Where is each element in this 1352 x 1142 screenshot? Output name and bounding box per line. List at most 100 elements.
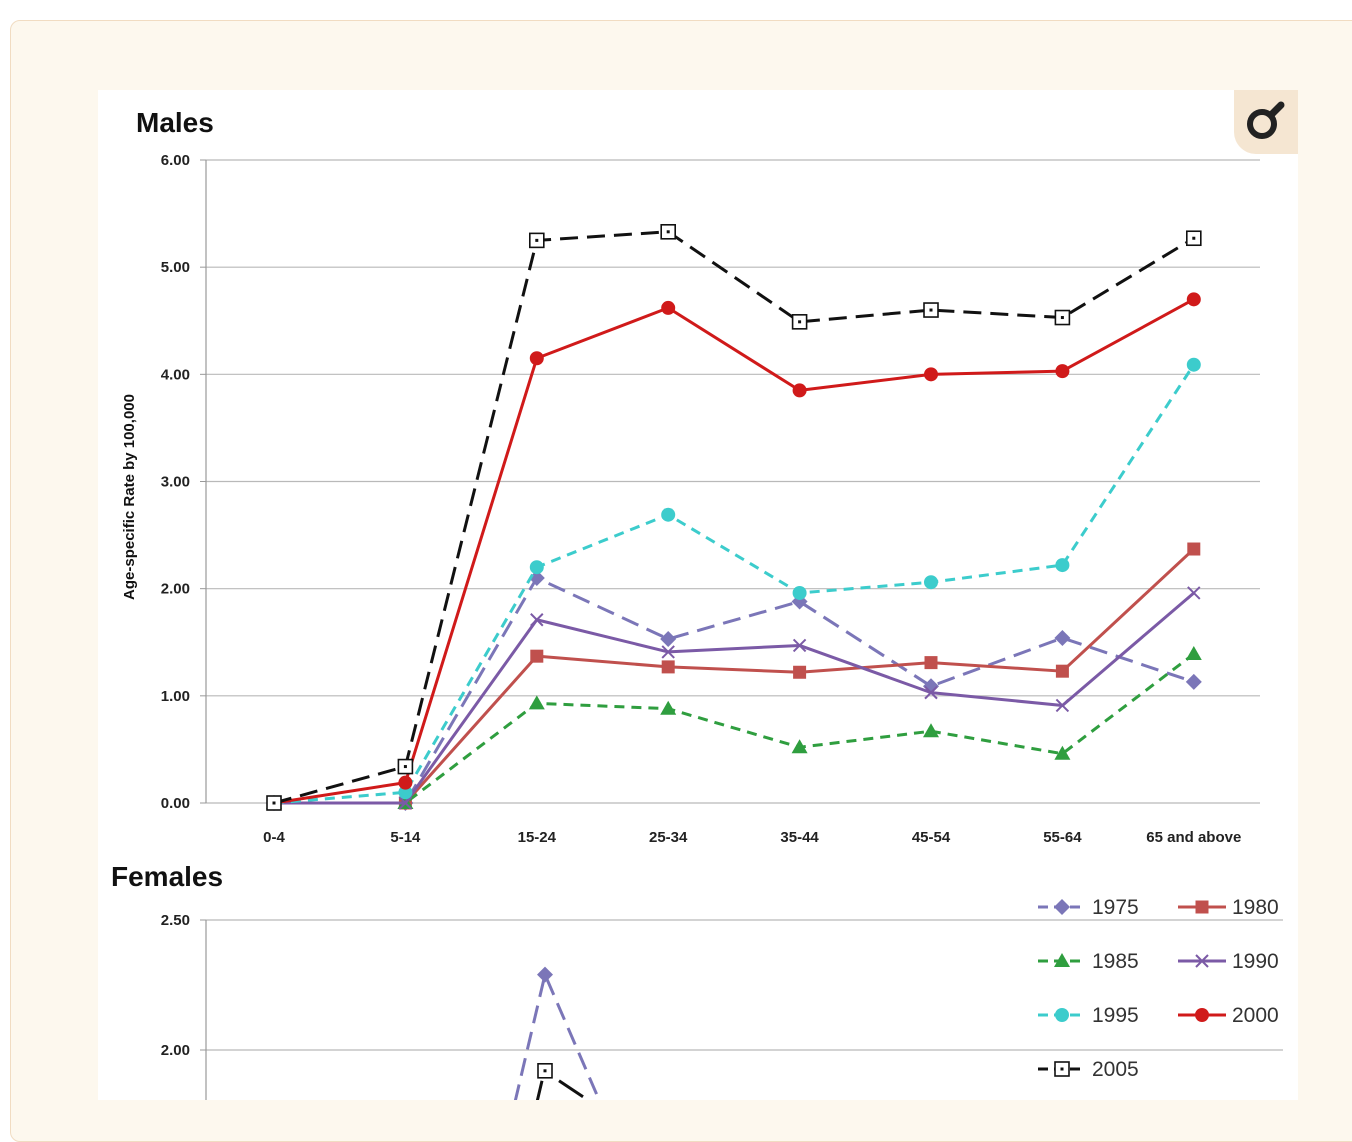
legend-label: 1985 [1092, 950, 1139, 973]
males-line-2000 [273, 298, 1195, 805]
males-title: Males [136, 107, 214, 138]
males-point-2005 [1186, 230, 1202, 247]
males-point-2000 [1186, 292, 1201, 307]
males-y-tick-label: 5.00 [161, 259, 190, 276]
males-point-1990 [398, 796, 413, 810]
legend-label: 1980 [1232, 896, 1279, 919]
males-point-1995 [661, 507, 676, 522]
magnify-icon [1247, 101, 1285, 139]
males-point-1980 [1055, 664, 1069, 678]
males-point-1985 [791, 739, 808, 754]
males-y-tick-label: 4.00 [161, 366, 190, 383]
males-point-2005 [528, 232, 545, 249]
males-series-2005 [266, 224, 1202, 811]
males-x-tick-label: 5-14 [390, 829, 421, 846]
males-point-2000 [661, 300, 676, 315]
males-y-axis-label: Age-specific Rate by 100,000 [121, 394, 138, 600]
males-y-tick-label: 2.00 [161, 581, 190, 598]
males-point-1990 [661, 645, 675, 659]
males-point-2005 [1054, 309, 1071, 326]
males-series-2000 [267, 292, 1201, 810]
males-point-1975 [660, 631, 677, 648]
males-x-tick-label: 0-4 [263, 829, 285, 846]
legend-item-2000: 2000 [1178, 1004, 1279, 1027]
males-line-1975 [274, 576, 1195, 805]
legend-marker [1195, 954, 1209, 968]
legend-label: 2005 [1092, 1058, 1139, 1081]
legend-marker [1195, 1008, 1209, 1022]
males-point-1990 [924, 685, 938, 700]
males-point-1980 [1187, 542, 1201, 556]
legend-marker [1055, 1008, 1069, 1022]
males-point-1985 [528, 695, 545, 710]
males-line-2005 [273, 230, 1195, 805]
males-point-1980 [924, 656, 938, 670]
males-point-2005 [791, 314, 808, 330]
males-point-2005 [923, 302, 939, 318]
males-point-2000 [792, 383, 807, 398]
males-point-2000 [398, 775, 413, 790]
males-point-1995 [529, 560, 544, 575]
males-y-tick-label: 3.00 [161, 474, 190, 491]
males-point-1975 [528, 569, 545, 586]
males-point-1995 [924, 575, 938, 590]
males-point-2000 [529, 351, 544, 366]
females-panel: Females 2.00 2.50 [111, 861, 1283, 1100]
females-line-2005 [558, 1079, 584, 1099]
males-x-tick-label: 55-64 [1043, 829, 1082, 846]
males-point-1975 [1185, 673, 1202, 690]
males-point-2005 [397, 758, 414, 775]
males-point-1980 [793, 665, 807, 679]
males-x-tick-label: 25-34 [649, 829, 688, 846]
legend-label: 1975 [1092, 896, 1139, 919]
males-point-1995 [792, 585, 807, 600]
legend-item-1995: 1995 [1038, 1004, 1139, 1027]
males-x-tick-label: 35-44 [780, 829, 819, 846]
males-line-1980 [274, 547, 1195, 805]
males-point-1990 [792, 638, 807, 653]
females-series-1975 [513, 966, 601, 1100]
males-point-2005 [660, 224, 677, 240]
legend-item-1975: 1975 [1038, 896, 1139, 919]
males-panel: Males Age-specific Rate by 100,000 0.00 1… [121, 107, 1260, 846]
legend-item-2005: 2005 [1038, 1058, 1139, 1081]
males-point-1995 [398, 785, 413, 800]
females-line-1975 [513, 969, 601, 1100]
legend-marker [1054, 1061, 1070, 1077]
males-point-1980 [661, 660, 675, 674]
females-y-tick-label: 2.50 [161, 912, 190, 929]
males-y-tick-label: 1.00 [161, 688, 190, 705]
legend-item-1985: 1985 [1038, 950, 1139, 973]
males-point-1990 [1187, 586, 1201, 600]
males-point-1990 [1055, 698, 1070, 713]
males-point-1975 [1054, 629, 1071, 646]
males-y-tick-label: 6.00 [161, 152, 190, 169]
males-line-1995 [273, 363, 1196, 805]
legend-marker [1054, 953, 1070, 967]
females-series-2005 [535, 1062, 584, 1100]
males-point-2000 [924, 367, 938, 382]
legend-marker [1054, 899, 1070, 915]
zoom-button[interactable] [1234, 90, 1298, 154]
females-point-1975 [537, 966, 553, 983]
females-point-2005 [537, 1062, 553, 1079]
males-series-1980 [267, 542, 1201, 810]
legend: 1975 1980 1985 1990 1995 2000 2005 [1038, 896, 1279, 1081]
males-line-1990 [274, 591, 1195, 805]
males-x-tick-label: 15-24 [518, 829, 557, 846]
females-line-2005 [535, 1080, 544, 1100]
females-title: Females [111, 861, 223, 892]
males-point-1995 [1186, 357, 1201, 372]
males-series-1990 [267, 586, 1201, 810]
males-series-1995 [267, 357, 1201, 810]
males-point-1985 [1185, 646, 1202, 661]
females-y-tick-label: 2.00 [161, 1042, 190, 1059]
chart-svg: Males Age-specific Rate by 100,000 0.00 1… [111, 107, 1283, 1100]
legend-label: 2000 [1232, 1004, 1279, 1027]
males-y-tick-label: 0.00 [161, 795, 190, 812]
males-point-2005 [266, 795, 282, 811]
males-point-1985 [1054, 745, 1071, 760]
males-x-tick-label: 45-54 [912, 829, 951, 846]
males-point-2000 [1055, 364, 1070, 379]
males-point-1985 [923, 723, 939, 738]
